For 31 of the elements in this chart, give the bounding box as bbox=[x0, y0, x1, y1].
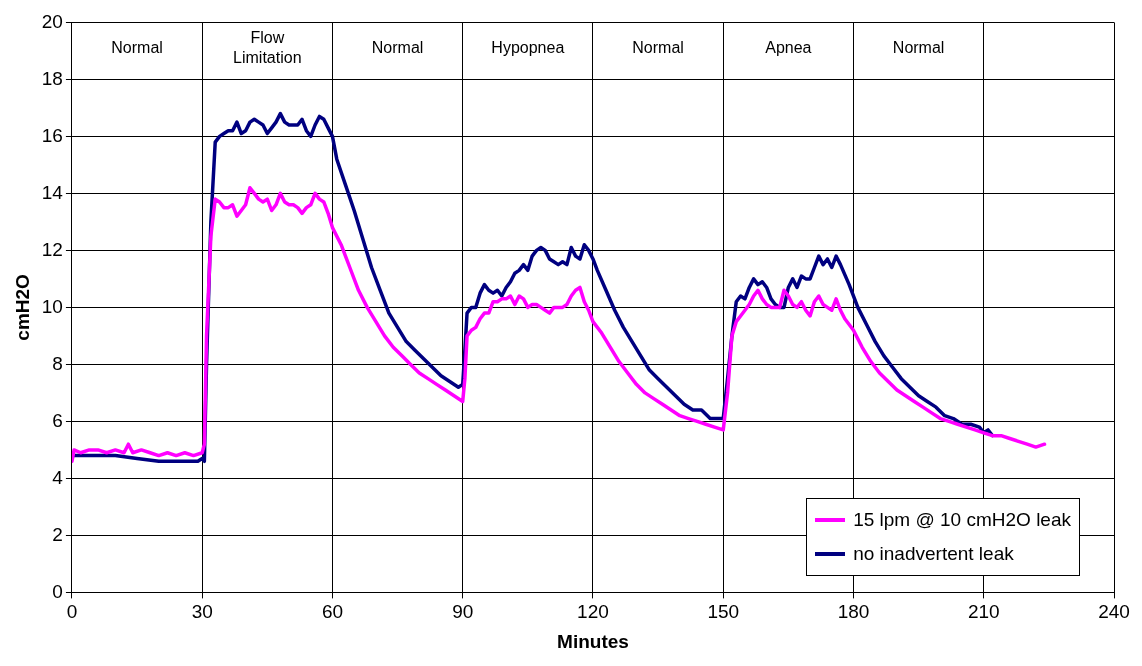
y-tick-label: 14 bbox=[41, 181, 64, 203]
y-tick-label: 8 bbox=[52, 352, 63, 374]
annotation: Normal bbox=[892, 38, 945, 56]
x-axis-title: Minutes bbox=[557, 630, 629, 652]
y-tick-label: 6 bbox=[52, 409, 63, 431]
annotation: Normal bbox=[371, 38, 424, 56]
legend-label: no inadvertent leak bbox=[853, 542, 1014, 567]
annotation: Normal bbox=[632, 38, 684, 56]
x-tick-label: 210 bbox=[967, 601, 1000, 623]
y-tick-label: 2 bbox=[52, 523, 63, 545]
x-tick-label: 120 bbox=[577, 601, 609, 623]
x-tick-label: 90 bbox=[452, 601, 474, 623]
x-tick-label: 30 bbox=[191, 601, 213, 623]
annotation: Flow Limitation bbox=[233, 28, 302, 66]
y-axis-title: cmH2O bbox=[11, 274, 33, 341]
y-tick-label: 0 bbox=[52, 580, 63, 602]
annotation: Hypopnea bbox=[491, 38, 565, 56]
y-tick-label: 12 bbox=[41, 238, 63, 260]
y-tick-label: 16 bbox=[41, 124, 63, 146]
annotation: Normal bbox=[111, 38, 163, 56]
y-tick-label: 10 bbox=[41, 295, 63, 317]
x-tick-label: 150 bbox=[707, 601, 740, 623]
y-tick-label: 18 bbox=[41, 67, 63, 89]
y-tick-label: 20 bbox=[41, 10, 63, 32]
annotation: Apnea bbox=[765, 38, 812, 56]
x-tick-label: 180 bbox=[837, 601, 870, 623]
legend-label: 15 lpm @ 10 cmH2O leak bbox=[853, 508, 1071, 533]
y-tick-label: 4 bbox=[52, 466, 64, 488]
x-tick-label: 0 bbox=[66, 601, 78, 623]
x-tick-label: 240 bbox=[1098, 601, 1130, 623]
x-tick-label: 60 bbox=[321, 601, 344, 623]
